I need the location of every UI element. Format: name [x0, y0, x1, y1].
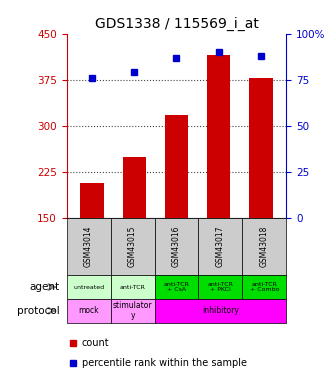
Bar: [67, 217, 111, 275]
Bar: [111, 275, 155, 299]
Text: GSM43016: GSM43016: [172, 226, 181, 267]
Text: stimulator
y: stimulator y: [113, 301, 152, 320]
Bar: [123, 158, 146, 218]
Title: GDS1338 / 115569_i_at: GDS1338 / 115569_i_at: [95, 17, 258, 32]
Text: GSM43015: GSM43015: [128, 226, 137, 267]
Bar: [242, 217, 286, 275]
Text: agent: agent: [30, 282, 60, 292]
Text: protocol: protocol: [17, 306, 60, 316]
Bar: [155, 299, 286, 322]
Text: anti-TCR: anti-TCR: [120, 285, 146, 290]
Bar: [80, 183, 104, 218]
Bar: [242, 275, 286, 299]
Bar: [111, 299, 155, 322]
Bar: [198, 217, 242, 275]
Bar: [155, 275, 198, 299]
Text: untreated: untreated: [73, 285, 104, 290]
Bar: [207, 55, 230, 217]
Bar: [165, 115, 188, 218]
Bar: [249, 78, 273, 218]
Text: anti-TCR
+ CsA: anti-TCR + CsA: [164, 282, 189, 292]
Text: inhibitory: inhibitory: [202, 306, 239, 315]
Bar: [198, 275, 242, 299]
Bar: [67, 299, 111, 322]
Bar: [155, 217, 198, 275]
Text: GSM43014: GSM43014: [84, 226, 93, 267]
Text: anti-TCR
+ PKCi: anti-TCR + PKCi: [207, 282, 233, 292]
Text: mock: mock: [78, 306, 99, 315]
Bar: [111, 217, 155, 275]
Bar: [67, 275, 111, 299]
Text: GSM43017: GSM43017: [216, 226, 225, 267]
Text: GSM43018: GSM43018: [260, 226, 269, 267]
Text: count: count: [82, 338, 110, 348]
Text: percentile rank within the sample: percentile rank within the sample: [82, 358, 247, 368]
Text: anti-TCR
+ Combo: anti-TCR + Combo: [250, 282, 279, 292]
